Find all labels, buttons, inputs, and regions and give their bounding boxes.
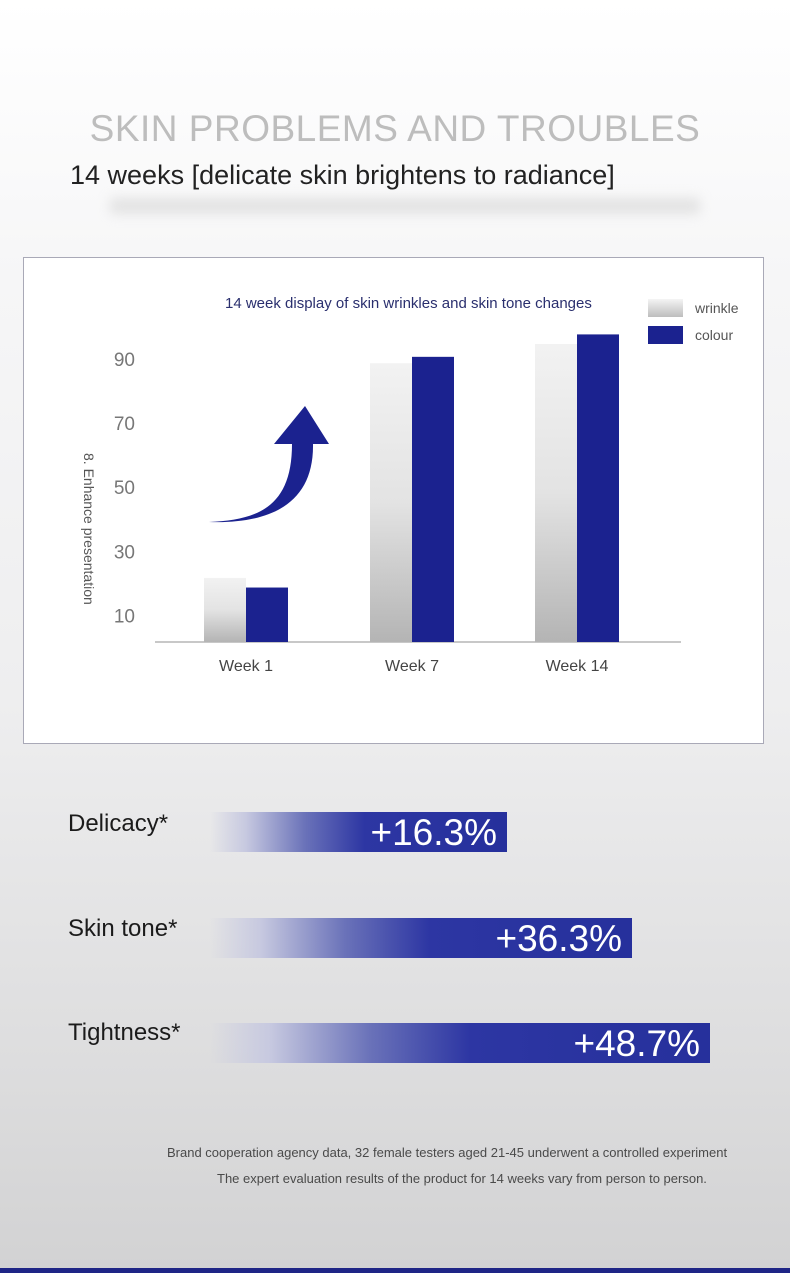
x-tick-label: Week 7 — [385, 658, 439, 675]
bar-wrinkle-week-1 — [204, 577, 246, 642]
legend-label-wrinkle: wrinkle — [694, 300, 739, 316]
legend-swatch-colour — [648, 326, 683, 344]
stat-bar-tightness: +48.7% — [210, 1023, 710, 1064]
bar-colour-week-7 — [412, 356, 454, 642]
subtitle-shadow — [110, 198, 700, 214]
stat-bar-skin-tone: +36.3% — [210, 918, 632, 959]
y-tick-label: 70 — [114, 414, 135, 435]
stat-label-tightness: Tightness* — [68, 1019, 181, 1046]
page-title: SKIN PROBLEMS AND TROUBLES — [89, 108, 701, 149]
stat-label-delicacy: Delicacy* — [68, 810, 169, 837]
chart-title: 14 week display of skin wrinkles and ski… — [225, 295, 592, 312]
y-tick-label: 30 — [114, 542, 135, 563]
legend-swatch-wrinkle — [648, 299, 683, 317]
y-axis-label: 8. Enhance presentation — [81, 453, 97, 605]
bar-wrinkle-week-7 — [370, 363, 412, 642]
bar-colour-week-14 — [577, 334, 619, 642]
y-tick-label: 50 — [114, 478, 135, 499]
bar-chart: 14 week display of skin wrinkles and ski… — [81, 295, 739, 675]
footnote-1: Brand cooperation agency data, 32 female… — [167, 1145, 728, 1160]
bar-wrinkle-week-14 — [535, 344, 577, 642]
stat-value-tightness: +48.7% — [573, 1023, 700, 1064]
footer-line — [0, 1268, 790, 1273]
y-tick-label: 10 — [114, 606, 135, 627]
chart-panel: 14 week display of skin wrinkles and ski… — [23, 257, 764, 744]
x-tick-label: Week 14 — [546, 658, 609, 675]
page-subtitle: 14 weeks [delicate skin brightens to rad… — [70, 160, 615, 190]
stat-value-delicacy: +16.3% — [370, 812, 497, 853]
bar-colour-week-1 — [246, 587, 288, 642]
x-tick-label: Week 1 — [219, 658, 273, 675]
stat-label-skin-tone: Skin tone* — [68, 915, 178, 942]
y-tick-label: 90 — [114, 350, 135, 371]
stat-value-skin-tone: +36.3% — [495, 918, 622, 959]
legend-label-colour: colour — [695, 327, 733, 343]
stat-bar-delicacy: +16.3% — [210, 812, 507, 853]
footnote-2: The expert evaluation results of the pro… — [217, 1171, 707, 1186]
up-arrow-icon — [209, 406, 329, 523]
